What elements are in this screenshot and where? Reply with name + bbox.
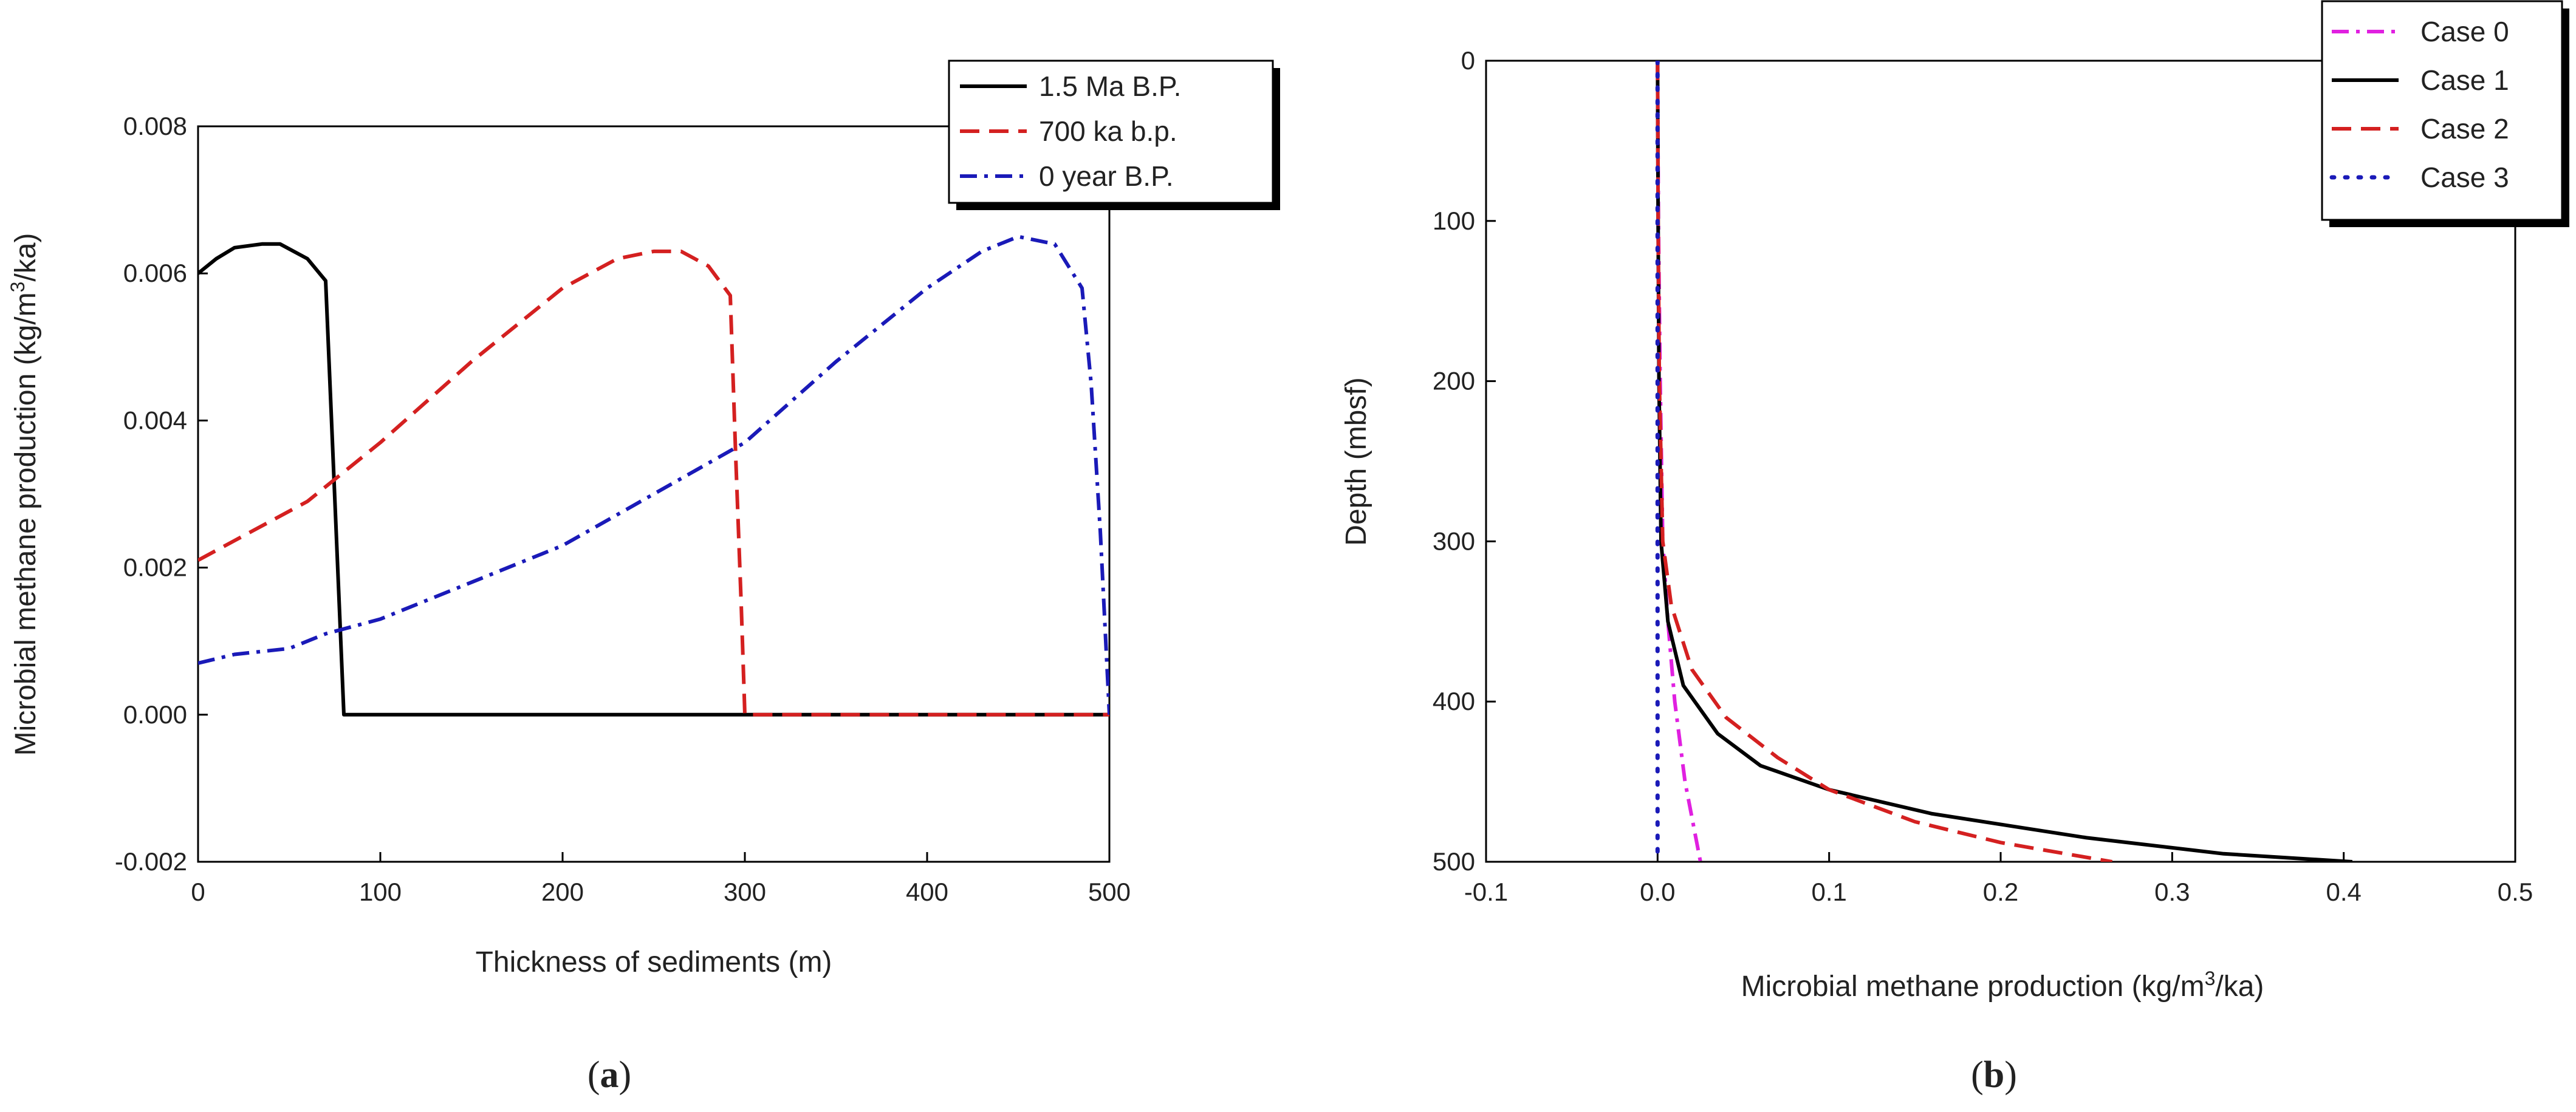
chart-a-frame <box>197 125 1111 863</box>
chart-b-y-axis-title: Depth (mbsf) <box>1340 377 1372 545</box>
y-tick-label: 100 <box>1433 206 1475 235</box>
series-line-b-2 <box>1656 61 2352 862</box>
x-tick-label: 200 <box>541 878 584 906</box>
chart-a-y-axis-title: Microbial methane production (kg/m3/ka) <box>7 233 42 756</box>
chart-a: 0 100 200 300 400 500 -0.002 0.000 0.002 0.004 0.… <box>7 60 1280 1096</box>
legend-b-label-4: Case 3 <box>2420 162 2509 193</box>
legend-a-label-2: 700 ka b.p. <box>1039 115 1177 147</box>
x-tick-label: 0.5 <box>2498 878 2533 906</box>
series-line-a-1 <box>198 242 1109 717</box>
x-tick-label: 0.3 <box>2154 878 2190 906</box>
chart-a-x-axis-title: Thickness of sediments (m) <box>476 946 832 978</box>
x-tick-label: 0.0 <box>1640 878 1675 906</box>
chart-a-legend: 1.5 Ma B.P. 700 ka b.p. 0 year B.P. <box>948 60 1280 210</box>
x-tick-label: 0.1 <box>1811 878 1846 906</box>
series-line-b-1 <box>1656 61 1702 862</box>
y-tick-label: 0.006 <box>123 259 187 287</box>
legend-b-label-3: Case 2 <box>2420 113 2509 145</box>
chart-b-x-axis-title: Microbial methane production (kg/m3/ka) <box>1741 967 2264 1003</box>
panel-b-label: (b) <box>1971 1054 2017 1096</box>
legend-b-label-1: Case 0 <box>2420 16 2509 47</box>
y-tick-label: 0.008 <box>123 112 187 140</box>
x-tick-label: 300 <box>724 878 766 906</box>
x-tick-label: -0.1 <box>1464 878 1508 906</box>
x-tick-label: 500 <box>1088 878 1131 906</box>
legend-a-label-3: 0 year B.P. <box>1039 160 1174 192</box>
x-tick-label: 0.4 <box>2326 878 2361 906</box>
panel-a-label: (a) <box>587 1054 631 1096</box>
x-tick-label: 100 <box>359 878 402 906</box>
y-tick-label: 0.000 <box>123 700 187 729</box>
x-tick-label: 0.2 <box>1983 878 2018 906</box>
chart-b-legend: Case 0 Case 1 Case 2 Case 3 <box>2321 0 2569 227</box>
y-tick-label: 0.004 <box>123 406 187 434</box>
y-tick-label: 0.002 <box>123 553 187 582</box>
legend-b-label-2: Case 1 <box>2420 64 2509 96</box>
y-tick-label: 400 <box>1433 687 1475 715</box>
y-tick-label: -0.002 <box>115 847 187 876</box>
chart-b: -0.1 0.0 0.1 0.2 0.3 0.4 0.5 0100200300400500 … <box>1340 0 2569 1096</box>
y-tick-label: 0 <box>1461 46 1475 75</box>
y-tick-label: 300 <box>1433 527 1475 555</box>
series-line-a-2 <box>198 249 1109 717</box>
x-tick-label: 400 <box>906 878 948 906</box>
x-tick-label: 0 <box>191 878 205 906</box>
legend-a-label-1: 1.5 Ma B.P. <box>1039 70 1181 102</box>
y-tick-label: 500 <box>1433 847 1475 876</box>
y-tick-label: 200 <box>1433 367 1475 395</box>
